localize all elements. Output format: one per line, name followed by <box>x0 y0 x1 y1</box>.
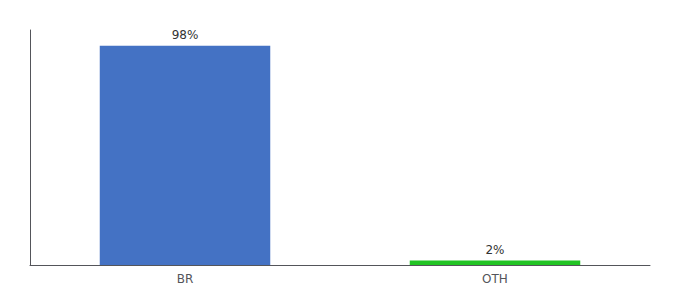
svg-text:2%: 2% <box>485 243 504 257</box>
svg-text:OTH: OTH <box>482 272 508 286</box>
svg-text:BR: BR <box>177 272 194 286</box>
svg-text:98%: 98% <box>172 28 199 42</box>
